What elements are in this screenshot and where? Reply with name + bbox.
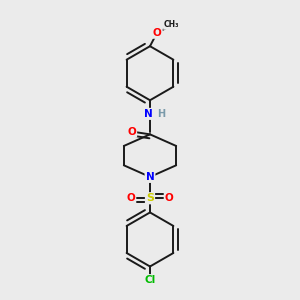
Text: O: O: [127, 127, 136, 136]
Text: H: H: [157, 110, 165, 119]
Text: N: N: [146, 172, 154, 182]
Text: O: O: [153, 28, 161, 38]
Text: S: S: [146, 193, 154, 203]
Text: N: N: [144, 109, 153, 119]
Text: O: O: [126, 193, 135, 203]
Text: O: O: [165, 193, 174, 203]
Text: Cl: Cl: [144, 275, 156, 285]
Text: CH₃: CH₃: [164, 20, 179, 29]
